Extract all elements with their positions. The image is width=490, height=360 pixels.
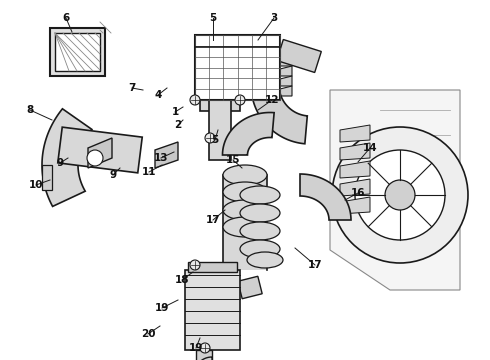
Ellipse shape bbox=[240, 240, 280, 258]
Polygon shape bbox=[280, 56, 292, 66]
Text: 3: 3 bbox=[270, 13, 278, 23]
Ellipse shape bbox=[223, 200, 267, 220]
Circle shape bbox=[87, 150, 103, 166]
Text: 2: 2 bbox=[174, 120, 182, 130]
Ellipse shape bbox=[247, 252, 283, 268]
Polygon shape bbox=[238, 276, 262, 299]
Polygon shape bbox=[88, 138, 112, 168]
Polygon shape bbox=[340, 197, 370, 214]
Text: 12: 12 bbox=[265, 95, 279, 105]
Polygon shape bbox=[280, 86, 292, 96]
Text: 15: 15 bbox=[226, 155, 240, 165]
Text: 5: 5 bbox=[209, 13, 217, 23]
Circle shape bbox=[355, 150, 445, 240]
Polygon shape bbox=[155, 142, 178, 168]
Text: 9: 9 bbox=[56, 158, 64, 168]
Circle shape bbox=[332, 127, 468, 263]
Bar bbox=[195, 35, 280, 100]
Circle shape bbox=[385, 180, 415, 210]
Text: 17: 17 bbox=[308, 260, 322, 270]
Circle shape bbox=[235, 95, 245, 105]
Text: 13: 13 bbox=[154, 153, 168, 163]
Text: 20: 20 bbox=[141, 329, 155, 339]
Text: 18: 18 bbox=[175, 275, 189, 285]
Ellipse shape bbox=[240, 186, 280, 204]
Polygon shape bbox=[42, 165, 52, 190]
Text: 10: 10 bbox=[29, 180, 43, 190]
Circle shape bbox=[200, 343, 210, 353]
Polygon shape bbox=[194, 357, 212, 360]
Polygon shape bbox=[222, 113, 274, 155]
Text: 6: 6 bbox=[62, 13, 70, 23]
Circle shape bbox=[190, 260, 200, 270]
Text: 11: 11 bbox=[142, 167, 156, 177]
Text: 16: 16 bbox=[351, 188, 365, 198]
Bar bbox=[55, 33, 100, 71]
Polygon shape bbox=[58, 127, 142, 173]
Text: 9: 9 bbox=[109, 170, 117, 180]
Polygon shape bbox=[251, 80, 307, 144]
Ellipse shape bbox=[240, 222, 280, 240]
Polygon shape bbox=[280, 46, 292, 56]
Polygon shape bbox=[277, 40, 321, 72]
Polygon shape bbox=[300, 174, 351, 220]
Text: 7: 7 bbox=[128, 83, 136, 93]
Polygon shape bbox=[196, 350, 212, 360]
Text: 14: 14 bbox=[363, 143, 377, 153]
Bar bbox=[223, 175, 267, 270]
Polygon shape bbox=[280, 66, 292, 76]
Text: 5: 5 bbox=[211, 135, 219, 145]
Ellipse shape bbox=[223, 217, 267, 237]
Polygon shape bbox=[200, 89, 240, 111]
Circle shape bbox=[205, 133, 215, 143]
Polygon shape bbox=[209, 100, 231, 160]
Text: 8: 8 bbox=[26, 105, 34, 115]
Polygon shape bbox=[330, 90, 460, 290]
Bar bbox=[185, 270, 240, 350]
Polygon shape bbox=[340, 161, 370, 178]
Bar bbox=[188, 262, 237, 272]
Polygon shape bbox=[42, 109, 92, 206]
Polygon shape bbox=[280, 76, 292, 86]
Text: 1: 1 bbox=[172, 107, 179, 117]
Ellipse shape bbox=[223, 165, 267, 185]
Polygon shape bbox=[340, 143, 370, 160]
Ellipse shape bbox=[223, 182, 267, 202]
Bar bbox=[50, 28, 105, 76]
Text: 19: 19 bbox=[155, 303, 169, 313]
Text: 4: 4 bbox=[154, 90, 162, 100]
Ellipse shape bbox=[240, 204, 280, 222]
Polygon shape bbox=[340, 125, 370, 142]
Text: 17: 17 bbox=[206, 215, 220, 225]
Circle shape bbox=[190, 95, 200, 105]
Polygon shape bbox=[340, 179, 370, 196]
Text: 19: 19 bbox=[189, 343, 203, 353]
